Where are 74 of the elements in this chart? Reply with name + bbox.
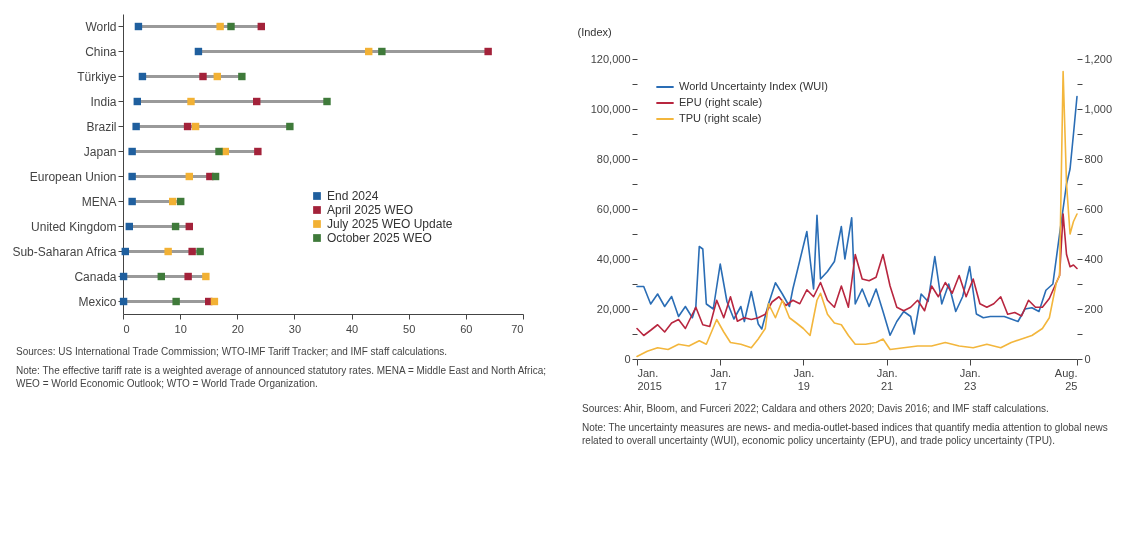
legend-label: October 2025 WEO [327,231,432,245]
y2-tick-label: 600 [1084,202,1103,215]
legend-label: TPU (right scale) [679,112,762,124]
legend-label: April 2025 WEO [327,203,414,217]
y-tick-label: India [90,94,117,109]
y2-tick-label: 400 [1084,252,1103,265]
y2-tick-label: 0 [1084,352,1091,365]
point [172,297,180,306]
point [254,147,262,156]
x-tick-label: Aug. 25 [1054,366,1078,392]
point [227,22,235,31]
x-tick-label: 60 [460,322,473,335]
x-tick-label: 70 [511,322,524,335]
y-tick-label: Brazil [86,119,117,134]
x-tick-label: 50 [403,322,416,335]
y-tick-label: United Kingdom [31,219,117,234]
y-tick-label: 40,000 [596,252,631,265]
legend-label: EPU (right scale) [679,96,763,108]
x-tick-label: 30 [288,322,302,335]
y-tick-label: MENA [81,194,117,209]
y-tick-label: 0 [624,352,631,365]
y-tick-label: Canada [74,269,117,284]
y2-tick-label: 200 [1084,302,1103,315]
y-tick-label: 80,000 [596,152,631,165]
text: Note: The uncertainty measures are news- and media-outlet-based indices that quantify media attention to global news related to overall uncertainty (WUI), economic policy uncertainty (EPU), and trade policy uncertainty (TPU). [582,421,1109,447]
y-tick-label: Japan [83,144,117,159]
point [238,72,246,81]
line-series [636,95,1078,337]
text: Note: The effective tariff rate is a weighted average of announced statutory rates. MENA = Middle East and North Africa; WEO = World Economic Outlook; WTO = World Trade Organization. [16,364,547,390]
point [184,272,192,281]
y-tick-label: European Union [29,169,117,184]
y-tick-label: China [85,44,117,59]
legend-label: World Uncertainty Index (WUI) [679,80,828,92]
x-tick-label: 10 [174,322,187,335]
x-tick-label: Jan. 17 [710,366,732,392]
legend-label: End 2024 [327,189,379,203]
y2-tick-label: 800 [1084,152,1103,165]
point [196,247,204,256]
point [484,47,492,56]
x-tick-label: 20 [231,322,244,335]
point [323,97,331,106]
y-tick-label: Sub-Saharan Africa [12,244,117,259]
point [188,247,196,256]
x-tick-label: 40 [345,322,359,335]
point [128,172,136,181]
x-tick-label: Jan. 21 [876,366,898,392]
y-tick-label: 100,000 [590,102,631,115]
x-tick-label: Jan. 23 [959,366,981,392]
source-note: Sources: Ahir, Bloom, and Furceri 2022; Caldara and others 2020; Davis 2016; and IMF staff calculations. [582,402,1050,415]
y-tick-label: Mexico [78,294,117,309]
point [128,197,136,206]
y-axis-title: (Index) [577,25,612,38]
source-note: Sources: US International Trade Commission; WTO-IMF Tariff Tracker; and IMF staff calculations. [16,345,449,358]
y2-tick-label: 1,200 [1084,52,1113,65]
x-tick-label: 0 [123,322,130,335]
point [132,122,140,131]
legend-label: July 2025 WEO Update [327,217,453,231]
y-tick-label: 120,000 [590,52,631,65]
point [199,72,207,81]
y-tick-label: World [85,19,117,34]
point [215,147,223,156]
point [128,147,136,156]
x-tick-label: Jan. 19 [793,366,815,392]
point [187,97,195,106]
point [286,122,294,131]
x-tick-label: Jan. 2015 [637,366,662,392]
y-tick-label: 60,000 [596,202,631,215]
point [202,272,210,281]
y2-tick-label: 1,000 [1084,102,1113,115]
y-tick-label: Türkiye [77,69,117,84]
point [216,22,224,31]
point [164,247,172,256]
y-tick-label: 20,000 [596,302,631,315]
line-series [636,213,1078,337]
